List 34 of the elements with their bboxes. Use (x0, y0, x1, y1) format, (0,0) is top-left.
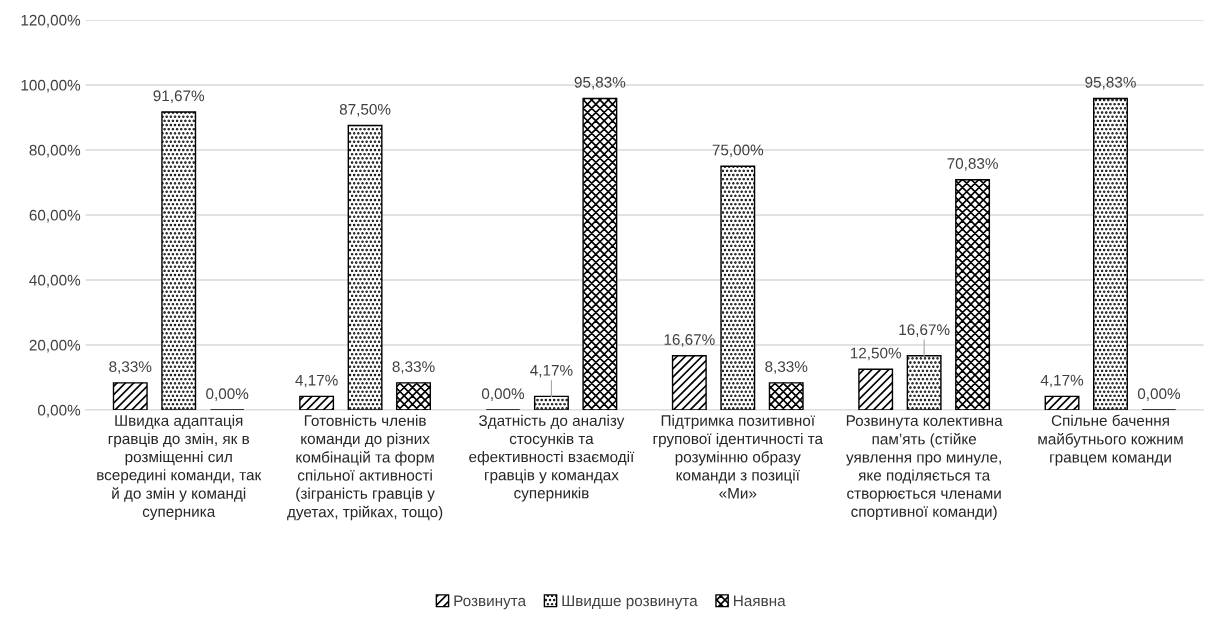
data-label: 0,00% (481, 388, 525, 401)
legend-label: Розвинута (454, 595, 527, 610)
data-label: 70,83% (947, 158, 998, 171)
data-label: 91,67% (153, 90, 205, 103)
data-label: 16,67% (899, 324, 950, 337)
data-label: 87,50% (339, 103, 391, 117)
y-tick-label: 100,00% (21, 79, 81, 93)
data-label: 0,00% (206, 388, 249, 401)
legend-label: Швидше розвинута (562, 595, 698, 610)
data-label: 8,33% (765, 361, 808, 374)
data-label: 4,17% (295, 374, 338, 388)
x-tick-label: Здатність до аналізу стосунків та ефективності взаємодії гравців у командах суперників (469, 414, 635, 502)
data-label: 4,17% (530, 364, 573, 378)
x-tick-label: Готовність членів команди до різних комбінацій та форм спільної активності (зіграність гравців у дуетах, трійках, тощо) (287, 414, 443, 521)
data-label: 8,33% (109, 361, 152, 374)
y-tick-label: 120,00% (21, 14, 81, 28)
x-tick-label: Спільне бачення майбутнього кожним гравцем команди (1038, 414, 1183, 466)
y-tick-label: 80,00% (29, 144, 81, 158)
y-tick-label: 60,00% (29, 209, 81, 223)
data-label: 0,00% (1137, 388, 1181, 401)
x-tick-label: Розвинута колективна пам’ять (стійке уявлення про минуле, яке поділяється та створюється членами спортивної команди) (846, 415, 1003, 520)
y-tick-label: 20,00% (29, 339, 81, 353)
x-tick-label: Підтримка позитивної групової ідентичності та розумінню образу команди з позиції «Ми» (653, 414, 824, 499)
y-tick-label: 40,00% (29, 274, 81, 288)
y-tick-label: 0,00% (37, 404, 81, 418)
data-label: 95,83% (1085, 76, 1136, 90)
data-label: 95,83% (574, 76, 626, 90)
data-label: 4,17% (1040, 374, 1084, 388)
data-label: 75,00% (712, 144, 764, 158)
data-label: 16,67% (664, 334, 715, 347)
data-label: 8,33% (392, 361, 435, 374)
x-tick-label: Швидка адаптація гравців до змін, як в розміщенні сил всередині команди, так й до змін у команді суперника (97, 414, 262, 520)
data-label: 12,50% (850, 347, 902, 361)
legend-label: Наявна (734, 595, 786, 607)
